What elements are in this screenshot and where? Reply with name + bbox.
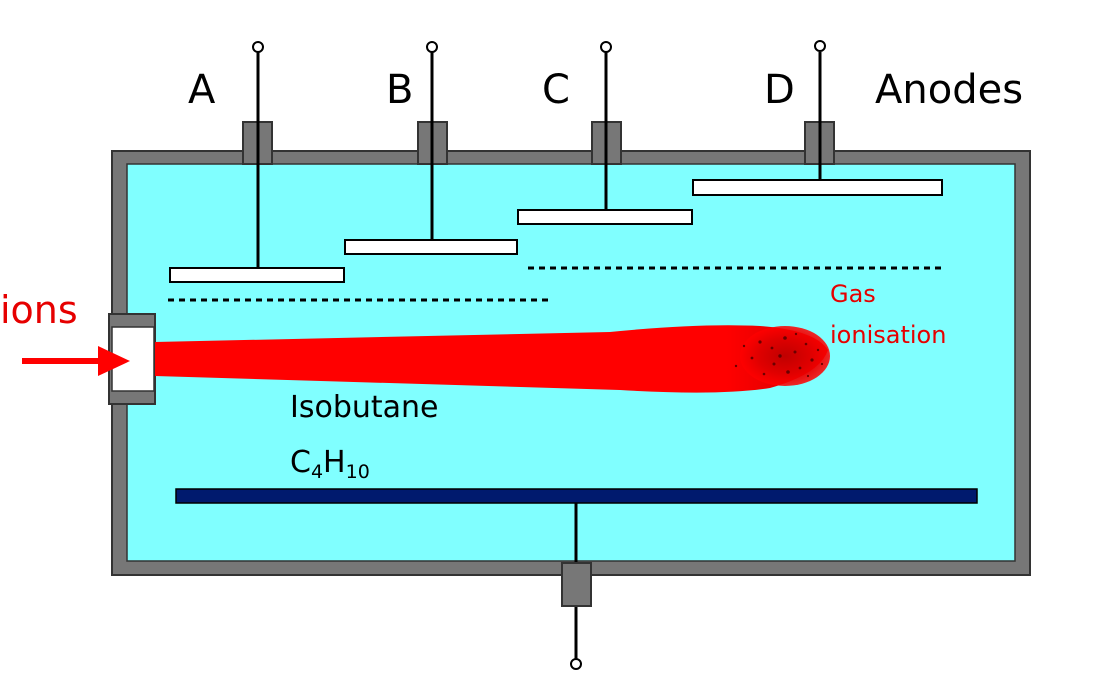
anode-label-c: C <box>542 67 570 113</box>
gas-ionisation-cloud <box>740 326 830 386</box>
terminal-d <box>814 40 826 52</box>
ionisation-speckle <box>734 332 824 378</box>
entrance-window <box>111 326 155 392</box>
anodes-title: Anodes <box>875 67 1023 113</box>
formula-h: H <box>323 445 346 480</box>
anode-label-a: A <box>188 67 216 113</box>
gas-ionisation-line1: Gas <box>830 280 876 308</box>
anode-label-d: D <box>764 67 795 113</box>
gas-name: Isobutane <box>290 390 439 425</box>
formula-c: C <box>290 445 311 480</box>
anode-label-b: B <box>386 67 413 113</box>
formula-h-subscript: 10 <box>346 461 370 483</box>
terminal-b <box>426 41 438 53</box>
ion-beam <box>155 325 828 393</box>
cathode-terminal <box>570 658 582 670</box>
formula-c-subscript: 4 <box>311 461 323 483</box>
anode-plate-c <box>517 209 693 225</box>
gas-formula: C4H10 <box>290 445 370 483</box>
gas-ionisation-line2: ionisation <box>830 321 946 349</box>
anode-plate-b <box>344 239 518 255</box>
ion-arrow-head <box>98 346 130 376</box>
terminal-c <box>600 41 612 53</box>
anode-plate-d <box>692 179 943 196</box>
terminal-a <box>252 41 264 53</box>
cathode-feedthrough <box>561 562 592 607</box>
ions-label: ions <box>0 288 78 332</box>
anode-plate-a <box>169 267 345 283</box>
cathode-plate <box>175 488 978 504</box>
